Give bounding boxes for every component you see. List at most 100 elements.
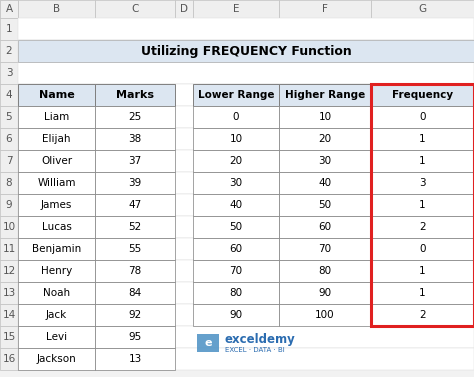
Bar: [0, 0, 18, 18]
Text: Liam: Liam: [44, 112, 69, 122]
Bar: [371, 172, 474, 194]
Text: Noah: Noah: [43, 288, 70, 298]
Text: 40: 40: [229, 200, 243, 210]
Text: B: B: [53, 4, 60, 14]
Text: 1: 1: [6, 24, 12, 34]
Text: 38: 38: [128, 134, 142, 144]
Text: 10: 10: [319, 112, 331, 122]
Text: 84: 84: [128, 288, 142, 298]
Bar: [95, 326, 175, 348]
Bar: [95, 348, 175, 370]
Text: 1: 1: [419, 156, 426, 166]
Bar: [95, 172, 175, 194]
Bar: [193, 304, 279, 326]
Text: 37: 37: [128, 156, 142, 166]
Bar: [18, 282, 474, 304]
Text: Elijah: Elijah: [42, 134, 71, 144]
Bar: [0, 304, 18, 326]
Text: Marks: Marks: [116, 90, 154, 100]
Bar: [0, 348, 18, 370]
Bar: [18, 326, 474, 348]
Bar: [0, 128, 18, 150]
Text: 90: 90: [319, 288, 331, 298]
Text: 10: 10: [2, 222, 16, 232]
Text: 4: 4: [6, 90, 12, 100]
Text: 1: 1: [419, 200, 426, 210]
Text: 9: 9: [6, 200, 12, 210]
Text: 7: 7: [6, 156, 12, 166]
Bar: [371, 128, 474, 150]
Text: Utilizing FREQUENCY Function: Utilizing FREQUENCY Function: [141, 44, 351, 58]
Text: William: William: [37, 178, 76, 188]
Bar: [371, 304, 474, 326]
Text: 78: 78: [128, 266, 142, 276]
Text: E: E: [233, 4, 239, 14]
Bar: [193, 194, 279, 216]
Bar: [0, 150, 18, 172]
Bar: [193, 150, 279, 172]
Bar: [18, 40, 474, 62]
Text: 14: 14: [2, 310, 16, 320]
Bar: [95, 194, 175, 216]
Text: 0: 0: [233, 112, 239, 122]
Text: James: James: [41, 200, 72, 210]
Text: 11: 11: [2, 244, 16, 254]
Text: Lower Range: Lower Range: [198, 90, 274, 100]
Text: Benjamin: Benjamin: [32, 244, 81, 254]
Text: 80: 80: [229, 288, 243, 298]
Text: Frequency: Frequency: [392, 90, 453, 100]
Text: Henry: Henry: [41, 266, 72, 276]
Bar: [18, 304, 95, 326]
Bar: [18, 348, 474, 370]
Bar: [0, 0, 18, 18]
Text: 39: 39: [128, 178, 142, 188]
Bar: [95, 216, 175, 238]
Bar: [95, 260, 175, 282]
Text: 13: 13: [2, 288, 16, 298]
Text: Name: Name: [38, 90, 74, 100]
Bar: [18, 128, 474, 150]
Bar: [18, 40, 474, 62]
Bar: [371, 216, 474, 238]
Bar: [371, 0, 474, 18]
Text: Oliver: Oliver: [41, 156, 72, 166]
Bar: [371, 194, 474, 216]
Text: 30: 30: [229, 178, 243, 188]
Text: 92: 92: [128, 310, 142, 320]
Bar: [18, 216, 474, 238]
Bar: [18, 84, 474, 106]
Text: Lucas: Lucas: [42, 222, 72, 232]
Text: e: e: [204, 338, 212, 348]
Text: 100: 100: [315, 310, 335, 320]
Text: 20: 20: [319, 134, 331, 144]
Bar: [0, 326, 18, 348]
Bar: [193, 282, 279, 304]
Bar: [95, 150, 175, 172]
Bar: [193, 260, 279, 282]
Bar: [0, 40, 18, 62]
Bar: [18, 304, 474, 326]
Bar: [95, 238, 175, 260]
Bar: [193, 0, 279, 18]
Text: EXCEL · DATA · BI: EXCEL · DATA · BI: [225, 347, 285, 353]
Text: 30: 30: [319, 156, 331, 166]
Bar: [18, 150, 95, 172]
Bar: [279, 128, 371, 150]
Bar: [279, 216, 371, 238]
Text: Levi: Levi: [46, 332, 67, 342]
Text: 50: 50: [229, 222, 243, 232]
Text: Jackson: Jackson: [36, 354, 76, 364]
Bar: [279, 84, 371, 106]
Text: 5: 5: [6, 112, 12, 122]
Text: 2: 2: [6, 46, 12, 56]
Bar: [0, 172, 18, 194]
Text: 70: 70: [319, 244, 331, 254]
Bar: [193, 106, 279, 128]
Text: 25: 25: [128, 112, 142, 122]
Bar: [175, 0, 193, 18]
Text: 10: 10: [229, 134, 243, 144]
Bar: [18, 128, 95, 150]
Bar: [18, 326, 95, 348]
Text: A: A: [5, 4, 13, 14]
Text: 1: 1: [419, 288, 426, 298]
